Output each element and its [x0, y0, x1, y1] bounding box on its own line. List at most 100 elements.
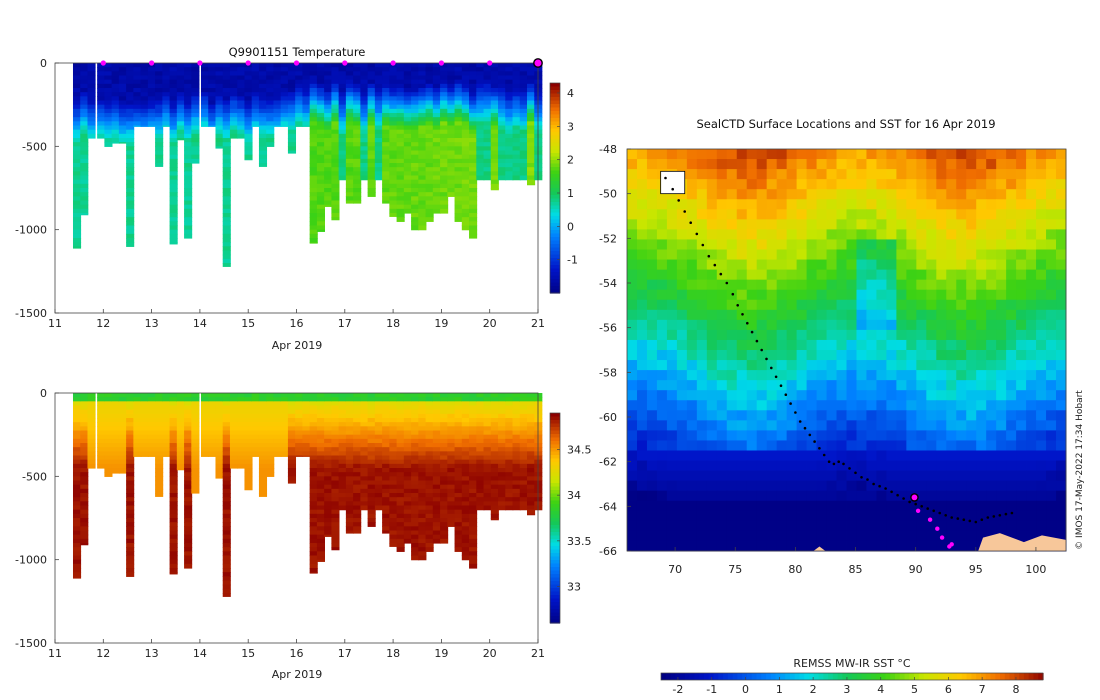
section-cell — [258, 488, 268, 494]
section-cell — [411, 83, 420, 89]
section-cell — [309, 397, 318, 402]
section-cell — [440, 518, 449, 523]
section-cell — [490, 117, 499, 122]
sst-cell — [756, 229, 768, 240]
section-cell — [72, 526, 82, 532]
section-cell — [309, 413, 318, 419]
section-cell — [461, 513, 470, 519]
section-cell — [519, 163, 528, 168]
section-cell — [126, 238, 135, 243]
section-cell — [72, 96, 82, 102]
sst-cell — [986, 370, 997, 381]
x-tick-label: 17 — [338, 647, 352, 660]
section-cell — [244, 430, 253, 436]
sst-cell — [746, 179, 758, 190]
colorbar-swatch — [550, 195, 560, 200]
section-cell — [382, 183, 391, 189]
sst-cell — [936, 189, 947, 200]
section-cell — [490, 163, 499, 168]
section-cell — [280, 108, 289, 114]
section-cell — [244, 158, 253, 161]
section-cell — [72, 434, 82, 440]
sst-cell — [1046, 259, 1057, 271]
section-cell — [353, 501, 362, 507]
section-cell — [454, 505, 463, 511]
section-cell — [345, 430, 354, 436]
section-cell — [403, 438, 412, 444]
section-cell — [208, 108, 217, 114]
sst-cell — [716, 189, 728, 200]
section-cell — [80, 196, 89, 202]
section-cell — [476, 67, 485, 72]
section-cell — [447, 522, 456, 527]
sst-cell — [636, 219, 648, 230]
section-cell — [169, 158, 178, 164]
section-cell — [222, 121, 231, 127]
section-cell — [461, 451, 470, 457]
section-cell — [382, 117, 391, 122]
section-cell — [200, 426, 210, 432]
section-cell — [418, 418, 427, 423]
section-cell — [469, 426, 478, 432]
section-cell — [360, 63, 369, 68]
section-cell — [512, 154, 521, 160]
sst-cell — [976, 219, 987, 230]
section-cell — [244, 405, 253, 411]
section-cell — [411, 443, 420, 448]
sst-cell — [1036, 289, 1047, 301]
section-cell — [316, 451, 325, 457]
section-cell — [200, 92, 210, 97]
section-cell — [80, 183, 89, 189]
section-cell — [360, 397, 369, 402]
section-cell — [72, 488, 82, 494]
section-cell — [519, 426, 528, 432]
section-cell — [403, 463, 412, 469]
section-cell — [382, 142, 391, 147]
section-cell — [360, 92, 369, 97]
section-cell — [324, 200, 333, 206]
section-cell — [396, 92, 405, 97]
section-cell — [411, 117, 420, 122]
section-cell — [360, 146, 369, 152]
sst-cell — [876, 360, 887, 371]
section-cell — [498, 443, 507, 448]
section-cell — [418, 551, 427, 557]
section-cell — [345, 418, 354, 423]
section-cell — [266, 459, 275, 465]
section-cell — [331, 426, 340, 432]
sst-cell — [906, 370, 917, 381]
sst-cell — [886, 209, 897, 220]
section-cell — [191, 468, 200, 473]
x-tick-label: 16 — [290, 317, 304, 330]
section-cell — [147, 121, 156, 127]
section-cell — [382, 179, 391, 185]
sst-cell — [856, 329, 867, 341]
sst-cell — [1026, 259, 1037, 271]
colorbar-swatch — [550, 619, 560, 624]
section-cell — [140, 447, 149, 452]
sst-cell — [796, 269, 808, 281]
section-cell — [512, 96, 521, 102]
section-cell — [432, 83, 441, 89]
sst-cell — [1016, 380, 1027, 391]
section-cell — [461, 422, 470, 427]
sst-cell — [627, 360, 638, 371]
section-cell — [184, 443, 193, 448]
section-cell — [184, 493, 193, 498]
section-cell — [527, 171, 536, 177]
section-cell — [184, 171, 193, 177]
section-cell — [191, 397, 200, 402]
colorbar-tick-label: 0 — [567, 220, 574, 233]
section-cell — [273, 438, 282, 444]
sst-cell — [766, 309, 778, 321]
sst-cell — [1056, 299, 1067, 311]
section-cell — [140, 75, 149, 81]
section-cell — [519, 505, 528, 511]
section-cell — [72, 183, 82, 189]
section-cell — [519, 113, 528, 118]
sst-cell — [636, 339, 648, 351]
section-cell — [316, 75, 325, 81]
section-cell — [324, 434, 333, 440]
section-cell — [338, 113, 347, 118]
section-cell — [176, 434, 185, 440]
